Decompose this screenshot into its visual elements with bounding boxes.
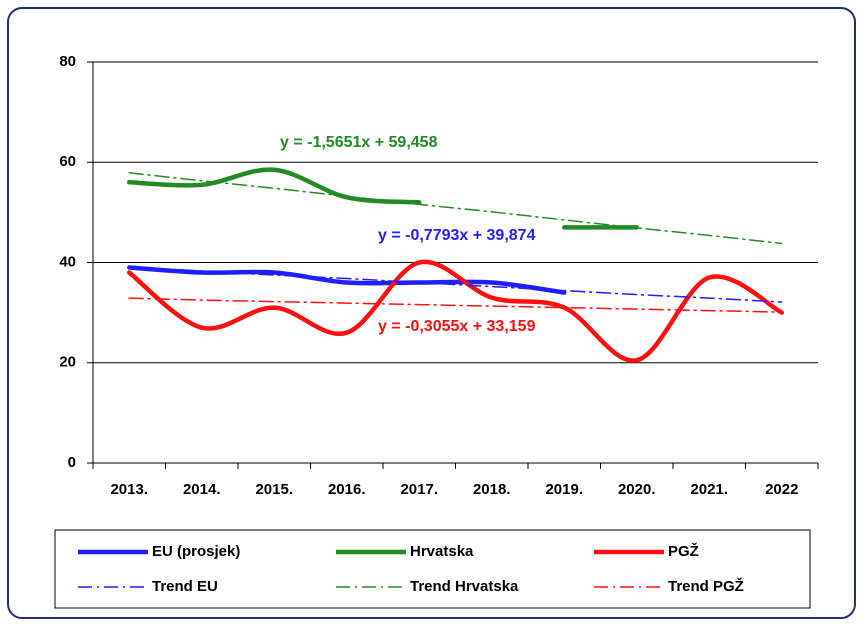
x-tick-label: 2022 [765,481,798,498]
annotation: y = -0,7793x + 39,874 [378,227,536,244]
legend-label: Hrvatska [410,543,474,560]
x-tick-label: 2014. [183,481,221,498]
x-tick-label: 2013. [110,481,148,498]
y-tick-label: 60 [59,153,76,170]
legend-label: Trend PGŽ [668,577,744,595]
y-tick-label: 80 [59,53,76,70]
x-tick-label: 2017. [400,481,438,498]
x-tick-label: 2018. [473,481,511,498]
chart-frame [8,8,855,618]
chart: y = -1,5651x + 59,458 y = -0,7793x + 39,… [0,0,863,626]
x-tick-label: 2015. [255,481,293,498]
y-tick-label: 20 [59,354,76,371]
annotation: y = -1,5651x + 59,458 [280,134,438,151]
x-tick-label: 2020. [618,481,656,498]
x-tick-label: 2016. [328,481,366,498]
x-tick-label: 2021. [690,481,728,498]
legend-label: Trend EU [152,578,218,595]
legend-label: EU (prosjek) [152,543,240,560]
x-tick-label: 2019. [545,481,583,498]
legend-label: Trend Hrvatska [410,578,519,595]
y-tick-label: 40 [59,253,76,270]
y-tick-label: 0 [68,454,76,471]
legend-label: PGŽ [668,542,699,560]
annotation: y = -0,3055x + 33,159 [378,318,536,335]
